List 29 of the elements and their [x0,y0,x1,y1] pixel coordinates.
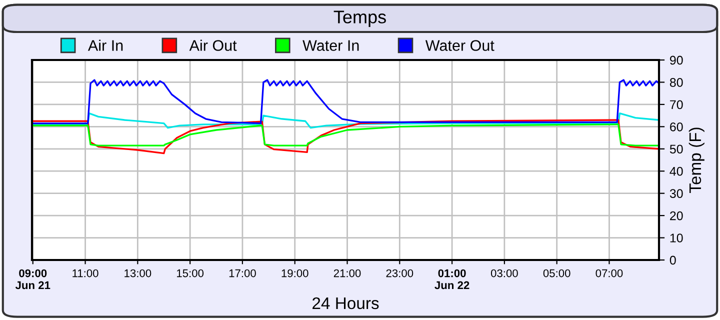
x-tick-label: 11:00 [72,269,98,278]
x-axis-title: 24 Hours [312,297,379,310]
x-tick-label: 17:00 [229,269,256,278]
x-tick-label: 15:00 [177,269,204,278]
x-tick-label: 07:00 [596,269,623,278]
x-tick-label: 09:00 Jun 21 [15,269,50,290]
x-tick-label: 13:00 [124,269,152,278]
y-tick-label: 80 [670,78,683,87]
x-tick-label: 01:00 Jun 22 [434,269,470,290]
chart-title: Temps [334,10,386,27]
y-axis-title: Temp (F) [688,128,704,193]
y-tick-label: 20 [670,211,683,220]
y-tick-label: 0 [670,256,676,265]
legend-label: Air Out [189,40,237,51]
y-tick-label: 70 [670,100,683,110]
x-tick-label: 03:00 [490,269,518,278]
y-tick-label: 90 [670,56,683,65]
y-tick-label: 60 [670,122,683,132]
x-tick-label: 23:00 [386,269,414,278]
x-tick-label: 21:00 [334,269,361,278]
x-tick-label: 19:00 [282,269,308,278]
y-tick-label: 10 [670,234,683,242]
legend-label: Water Out [425,40,494,51]
y-tick-label: 40 [670,166,683,176]
legend-label: Air In [88,40,123,51]
legend-label: Water In [302,40,359,51]
x-tick-label: 05:00 [543,269,570,278]
y-tick-label: 30 [670,189,683,198]
y-tick-label: 50 [670,144,683,154]
